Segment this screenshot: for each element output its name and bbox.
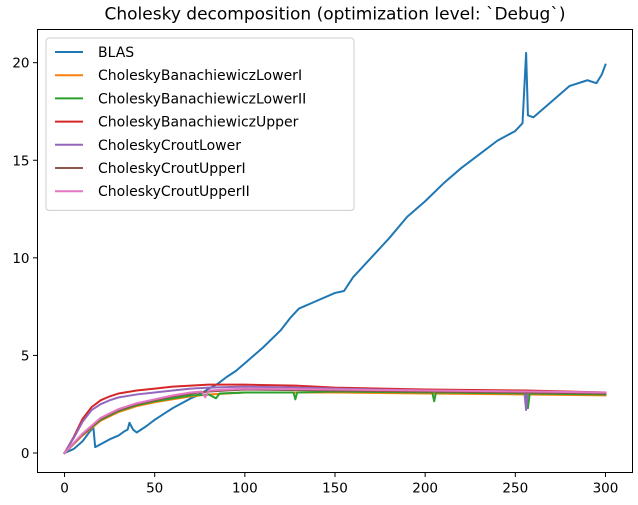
x-tick-label-0: 0 bbox=[60, 481, 69, 497]
chart-title: Cholesky decomposition (optimization lev… bbox=[105, 5, 566, 25]
legend-label-1: CholeskyBanachiewiczLowerI bbox=[98, 68, 302, 84]
legend-label-2: CholeskyBanachiewiczLowerII bbox=[98, 91, 306, 107]
x-tick-label-5: 250 bbox=[502, 481, 528, 497]
legend-label-4: CholeskyCroutLower bbox=[98, 138, 241, 154]
series-line-6 bbox=[63, 387, 607, 455]
legend-label-0: BLAS bbox=[98, 45, 134, 61]
ticks-layer: 0 50 100 150 200 250 300 0 5 10 15 20 bbox=[12, 56, 618, 497]
legend-label-6: CholeskyCroutUpperII bbox=[98, 184, 250, 200]
x-tick-label-2: 100 bbox=[232, 481, 258, 497]
legend-label-5: CholeskyCroutUpperI bbox=[98, 161, 246, 177]
y-tick-label-3: 15 bbox=[12, 153, 29, 169]
x-tick-label-1: 50 bbox=[146, 481, 163, 497]
x-tick-label-6: 300 bbox=[593, 481, 619, 497]
y-tick-label-4: 20 bbox=[12, 56, 29, 72]
series-line-0 bbox=[63, 51, 607, 455]
x-tick-label-3: 150 bbox=[322, 481, 348, 497]
y-tick-label-0: 0 bbox=[21, 446, 30, 462]
series-layer bbox=[63, 51, 607, 455]
legend-frame bbox=[45, 37, 355, 211]
legend-label-3: CholeskyBanachiewiczUpper bbox=[98, 115, 299, 131]
legend: BLAS CholeskyBanachiewiczLowerI CholeskyBa… bbox=[45, 37, 355, 211]
x-tick-label-4: 200 bbox=[412, 481, 438, 497]
y-tick-label-1: 5 bbox=[21, 348, 30, 364]
y-tick-label-2: 10 bbox=[12, 251, 29, 267]
